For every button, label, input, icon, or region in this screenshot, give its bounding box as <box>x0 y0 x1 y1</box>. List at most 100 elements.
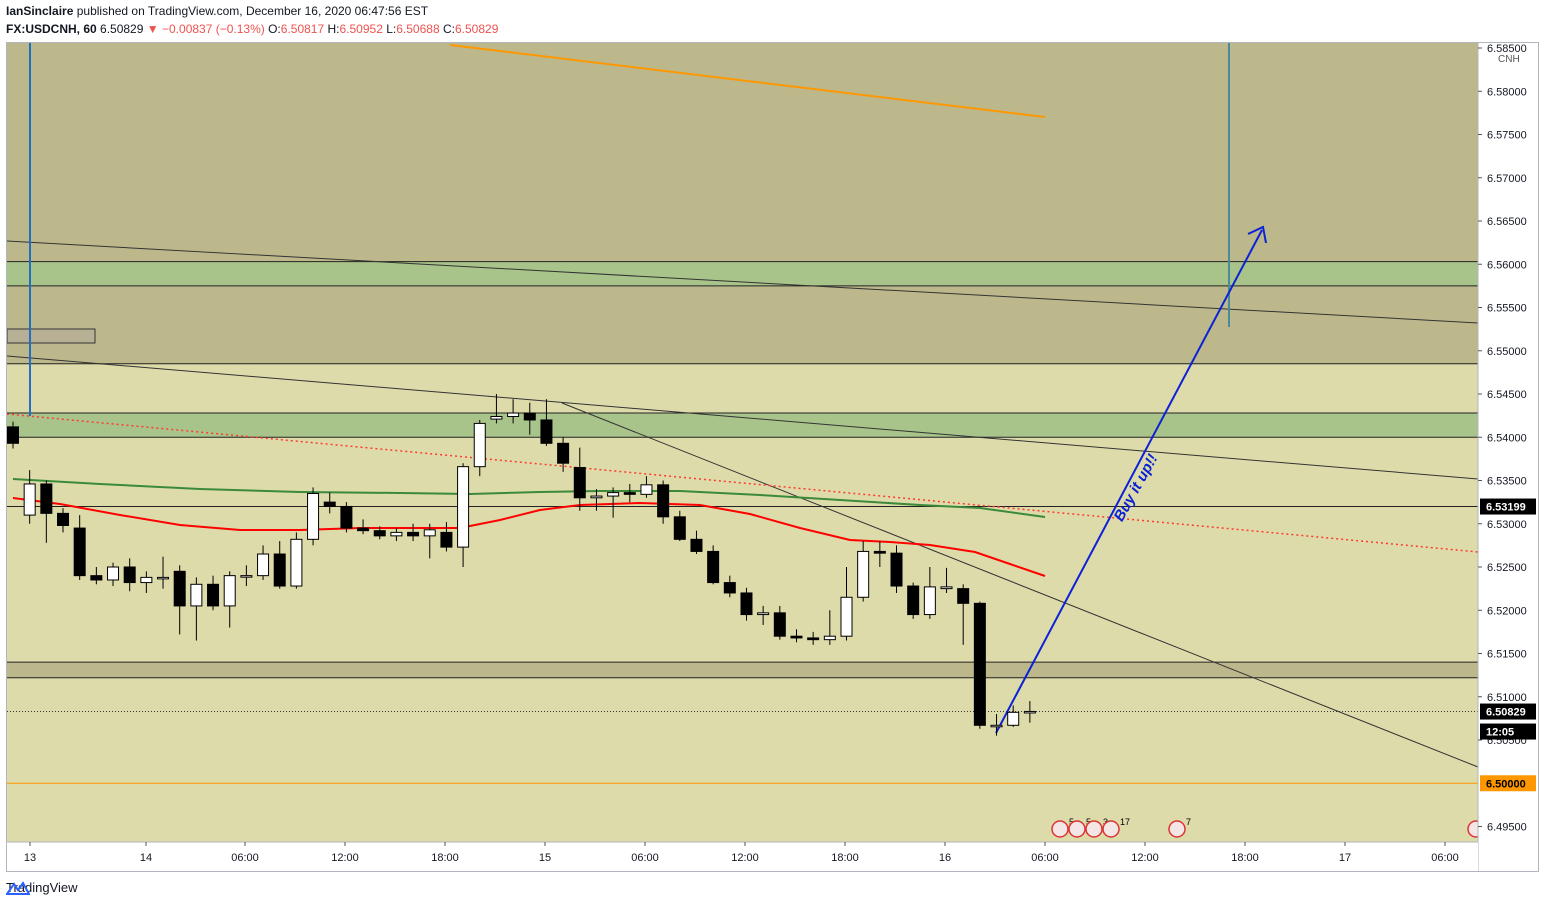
time-tick-label: 15 <box>539 852 551 864</box>
candle-body[interactable] <box>890 552 903 587</box>
candle-body[interactable] <box>307 492 320 540</box>
candle-body[interactable] <box>173 570 186 607</box>
us-flag-icon[interactable] <box>1102 820 1120 838</box>
candle-body[interactable] <box>907 585 920 616</box>
footer: TradingView <box>6 880 78 895</box>
price-tick-label: 6.51500 <box>1487 649 1527 661</box>
time-tick-label: 18:00 <box>431 852 459 864</box>
candle-body[interactable] <box>590 495 603 499</box>
candle-body[interactable] <box>123 566 136 584</box>
candle-body[interactable] <box>707 550 720 584</box>
ema-line <box>12 497 1046 577</box>
candle-body[interactable] <box>773 612 786 637</box>
candle-body[interactable] <box>90 575 103 581</box>
candle-body[interactable] <box>473 422 486 468</box>
time-tick-label: 14 <box>140 852 152 864</box>
us-flag-icon[interactable] <box>1051 820 1069 838</box>
candle-body[interactable] <box>873 550 886 554</box>
us-flag-icon[interactable] <box>1068 820 1086 838</box>
candle-body[interactable] <box>673 516 686 540</box>
candle-body[interactable] <box>490 415 503 420</box>
price-tick-label: 6.58000 <box>1487 86 1527 98</box>
candle-body[interactable] <box>957 588 970 604</box>
price-tick-label: 6.56000 <box>1487 259 1527 271</box>
time-tick-label: 12:00 <box>1131 852 1159 864</box>
candle-body[interactable] <box>73 527 86 577</box>
candle-body[interactable] <box>640 484 653 495</box>
trendline-upper <box>6 240 1479 324</box>
buy-arrow[interactable] <box>995 229 1263 734</box>
candle-body[interactable] <box>790 635 803 639</box>
candle-body[interactable] <box>140 576 153 584</box>
candle-body[interactable] <box>973 602 986 726</box>
down-arrow-icon: ▼ <box>146 22 159 36</box>
us-flag-icon[interactable] <box>1168 820 1186 838</box>
candle-body[interactable] <box>990 724 1003 728</box>
high-value: 6.50952 <box>339 22 383 36</box>
candle-body[interactable] <box>207 583 220 607</box>
candle-body[interactable] <box>757 612 770 616</box>
candle-body[interactable] <box>190 583 203 607</box>
candle-body[interactable] <box>323 501 336 507</box>
badge-ema-text: 6.53199 <box>1486 502 1526 514</box>
publish-info: IanSinclaire published on TradingView.co… <box>6 4 428 18</box>
candle-body[interactable] <box>157 576 170 580</box>
candle-body[interactable] <box>57 512 70 526</box>
low-label: L: <box>386 22 397 36</box>
candle-body[interactable] <box>273 553 286 587</box>
price-tick-label: 6.57500 <box>1487 130 1527 142</box>
candle-body[interactable] <box>223 575 236 607</box>
candle-body[interactable] <box>823 635 836 641</box>
candle-body[interactable] <box>40 483 53 514</box>
candle-body[interactable] <box>623 492 636 495</box>
author-name[interactable]: IanSinclaire <box>6 4 74 18</box>
time-scale[interactable] <box>7 842 1478 872</box>
candle-body[interactable] <box>23 483 36 516</box>
time-tick-label: 06:00 <box>231 852 259 864</box>
candle-body[interactable] <box>290 538 303 587</box>
candle-body[interactable] <box>240 575 253 578</box>
candle-body[interactable] <box>423 529 436 537</box>
time-tick-label: 18:00 <box>831 852 859 864</box>
currency-label: CNH <box>1498 54 1520 65</box>
candle-body[interactable] <box>657 484 670 518</box>
badge-last <box>1480 703 1536 720</box>
candle-body[interactable] <box>607 492 620 497</box>
candle-body[interactable] <box>740 592 753 616</box>
candle-body[interactable] <box>523 412 536 421</box>
symbol-name[interactable]: FX:USDCNH, 60 <box>6 22 97 36</box>
candle-body[interactable] <box>807 637 820 641</box>
candle-body[interactable] <box>557 442 570 464</box>
candle-body[interactable] <box>7 426 19 444</box>
open-label: O: <box>268 22 281 36</box>
candle-body[interactable] <box>573 467 586 499</box>
candle-body[interactable] <box>923 586 936 616</box>
candle-body[interactable] <box>940 586 953 590</box>
event-count: 3 <box>1103 817 1108 827</box>
trendline-middle <box>6 355 1479 480</box>
candle-body[interactable] <box>723 582 736 594</box>
price-tick-label: 6.55000 <box>1487 346 1527 358</box>
candle-body[interactable] <box>407 531 420 537</box>
candle-body[interactable] <box>440 531 453 548</box>
time-tick-label: 06:00 <box>1031 852 1059 864</box>
candle-body[interactable] <box>857 550 870 598</box>
candle-body[interactable] <box>1007 711 1020 726</box>
candle-body[interactable] <box>690 538 703 552</box>
candle-body[interactable] <box>390 531 403 537</box>
candle-body[interactable] <box>457 466 470 548</box>
price-tick-label: 6.57000 <box>1487 173 1527 185</box>
candle-body[interactable] <box>1023 710 1036 714</box>
trendline-lower <box>561 402 1479 768</box>
us-flag-icon[interactable] <box>1085 820 1103 838</box>
candle-body[interactable] <box>840 596 853 637</box>
candle-body[interactable] <box>257 553 270 577</box>
candle-body[interactable] <box>107 566 120 581</box>
candle-body[interactable] <box>340 505 353 529</box>
candle-body[interactable] <box>357 527 370 532</box>
chart-frame <box>6 42 1539 872</box>
candle-body[interactable] <box>373 530 386 537</box>
candle-body[interactable] <box>540 419 553 444</box>
candle-body[interactable] <box>507 412 520 417</box>
